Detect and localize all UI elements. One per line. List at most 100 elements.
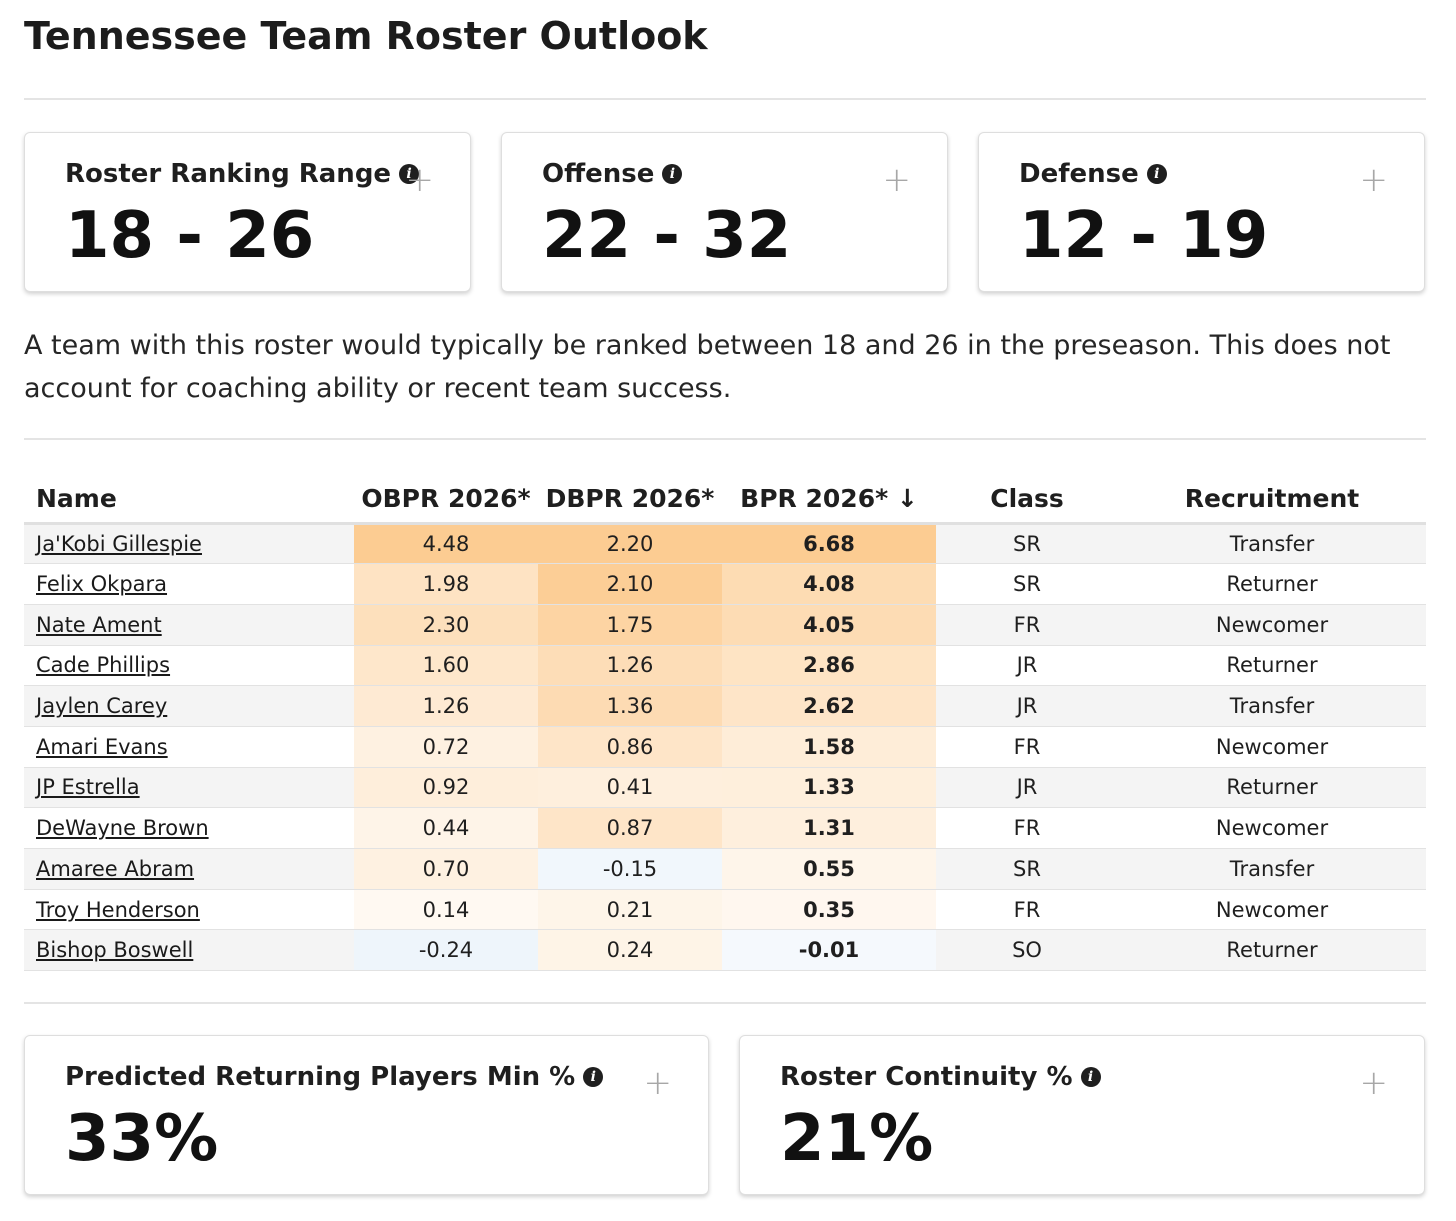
offense-card: Offense i + 22 - 32	[501, 132, 948, 292]
card-label: Roster Continuity % i	[780, 1062, 1101, 1092]
player-link[interactable]: Troy Henderson	[36, 897, 200, 922]
card-value: 22 - 32	[542, 199, 792, 273]
card-label: Offense i	[542, 159, 683, 189]
table-row: DeWayne Brown 0.44 0.87 1.31 FR Newcomer	[24, 807, 1426, 849]
obpr-cell: 1.98	[354, 563, 538, 605]
dbpr-cell: 0.87	[538, 807, 722, 849]
header-dbpr[interactable]: DBPR 2026*	[538, 475, 722, 525]
bpr-cell: 1.31	[722, 807, 936, 849]
recruitment-cell: Returner	[1118, 929, 1426, 972]
dbpr-cell: 0.24	[538, 929, 722, 972]
card-value: 18 - 26	[65, 199, 315, 273]
table-row: JP Estrella 0.92 0.41 1.33 JR Returner	[24, 767, 1426, 809]
plus-icon[interactable]: +	[882, 160, 912, 200]
player-link[interactable]: Cade Phillips	[36, 653, 171, 678]
recruitment-cell: Newcomer	[1118, 889, 1426, 931]
player-name: JP Estrella	[24, 767, 354, 809]
card-label-text: Defense	[1019, 159, 1139, 189]
dbpr-cell: 1.75	[538, 604, 722, 646]
obpr-cell: 0.14	[354, 889, 538, 931]
table-header-row: Name OBPR 2026* DBPR 2026* BPR 2026* ↓ C…	[24, 475, 1426, 525]
class-cell: SO	[936, 929, 1118, 972]
player-name: Amaree Abram	[24, 848, 354, 890]
obpr-cell: 4.48	[354, 523, 538, 565]
player-name: Cade Phillips	[24, 645, 354, 687]
player-link[interactable]: Bishop Boswell	[36, 938, 194, 963]
obpr-cell: 0.72	[354, 726, 538, 768]
card-value: 33%	[65, 1102, 219, 1176]
player-link[interactable]: JP Estrella	[36, 775, 140, 800]
recruitment-cell: Newcomer	[1118, 726, 1426, 768]
card-label: Predicted Returning Players Min % i	[65, 1062, 604, 1092]
info-icon[interactable]: i	[662, 164, 683, 184]
info-icon[interactable]: i	[583, 1067, 604, 1087]
player-link[interactable]: DeWayne Brown	[36, 816, 209, 841]
bpr-cell: 1.33	[722, 767, 936, 809]
player-link[interactable]: Amari Evans	[36, 734, 168, 759]
info-icon[interactable]: i	[1080, 1067, 1101, 1087]
table-row: Amaree Abram 0.70 -0.15 0.55 SR Transfer	[24, 848, 1426, 890]
class-cell: SR	[936, 848, 1118, 890]
bpr-cell: 1.58	[722, 726, 936, 768]
plus-icon[interactable]: +	[643, 1063, 673, 1103]
obpr-cell: 2.30	[354, 604, 538, 646]
card-label: Roster Ranking Range i	[65, 159, 420, 189]
dbpr-cell: 2.20	[538, 523, 722, 565]
header-bpr[interactable]: BPR 2026* ↓	[722, 475, 936, 525]
header-name[interactable]: Name	[24, 475, 354, 525]
player-link[interactable]: Amaree Abram	[36, 856, 195, 881]
plus-icon[interactable]: +	[1359, 1063, 1389, 1103]
bpr-cell: 2.86	[722, 645, 936, 687]
card-label-text: Roster Ranking Range	[65, 159, 392, 189]
plus-icon[interactable]: +	[1359, 160, 1389, 200]
bpr-cell: 4.05	[722, 604, 936, 646]
dbpr-cell: 0.41	[538, 767, 722, 809]
plus-icon[interactable]: +	[405, 160, 435, 200]
player-link[interactable]: Felix Okpara	[36, 572, 168, 597]
dbpr-cell: 1.26	[538, 645, 722, 687]
class-cell: JR	[936, 685, 1118, 727]
header-recruitment[interactable]: Recruitment	[1118, 475, 1426, 525]
info-icon[interactable]: i	[399, 164, 420, 184]
obpr-cell: 0.44	[354, 807, 538, 849]
obpr-cell: 0.70	[354, 848, 538, 890]
divider	[24, 98, 1426, 100]
info-icon[interactable]: i	[1146, 164, 1167, 184]
table-row: Felix Okpara 1.98 2.10 4.08 SR Returner	[24, 563, 1426, 605]
dbpr-cell: 0.86	[538, 726, 722, 768]
class-cell: SR	[936, 523, 1118, 565]
recruitment-cell: Newcomer	[1118, 604, 1426, 646]
obpr-cell: 1.26	[354, 685, 538, 727]
recruitment-cell: Returner	[1118, 563, 1426, 605]
table-row: Ja'Kobi Gillespie 4.48 2.20 6.68 SR Transfer	[24, 523, 1426, 565]
bpr-cell: 0.35	[722, 889, 936, 931]
bpr-cell: 2.62	[722, 685, 936, 727]
table-row: Jaylen Carey 1.26 1.36 2.62 JR Transfer	[24, 685, 1426, 727]
card-value: 21%	[780, 1102, 934, 1176]
dbpr-cell: -0.15	[538, 848, 722, 890]
roster-ranking-card: Roster Ranking Range i + 18 - 26	[24, 132, 471, 292]
player-link[interactable]: Nate Ament	[36, 612, 162, 637]
divider	[24, 1002, 1426, 1004]
player-name: Felix Okpara	[24, 563, 354, 605]
bpr-cell: 0.55	[722, 848, 936, 890]
card-label-text: Roster Continuity %	[780, 1062, 1073, 1092]
page-title: Tennessee Team Roster Outlook	[24, 14, 708, 58]
table-row: Cade Phillips 1.60 1.26 2.86 JR Returner	[24, 645, 1426, 687]
bpr-cell: -0.01	[722, 929, 936, 972]
header-obpr[interactable]: OBPR 2026*	[354, 475, 538, 525]
header-class[interactable]: Class	[936, 475, 1118, 525]
recruitment-cell: Returner	[1118, 645, 1426, 687]
card-value: 12 - 19	[1019, 199, 1269, 273]
table-row: Troy Henderson 0.14 0.21 0.35 FR Newcomer	[24, 889, 1426, 931]
recruitment-cell: Transfer	[1118, 685, 1426, 727]
bpr-cell: 4.08	[722, 563, 936, 605]
player-link[interactable]: Jaylen Carey	[36, 694, 168, 719]
recruitment-cell: Transfer	[1118, 848, 1426, 890]
player-link[interactable]: Ja'Kobi Gillespie	[36, 531, 202, 556]
table-row: Bishop Boswell -0.24 0.24 -0.01 SO Returner	[24, 929, 1426, 972]
class-cell: SR	[936, 563, 1118, 605]
player-name: Bishop Boswell	[24, 929, 354, 972]
obpr-cell: 1.60	[354, 645, 538, 687]
defense-card: Defense i + 12 - 19	[978, 132, 1425, 292]
